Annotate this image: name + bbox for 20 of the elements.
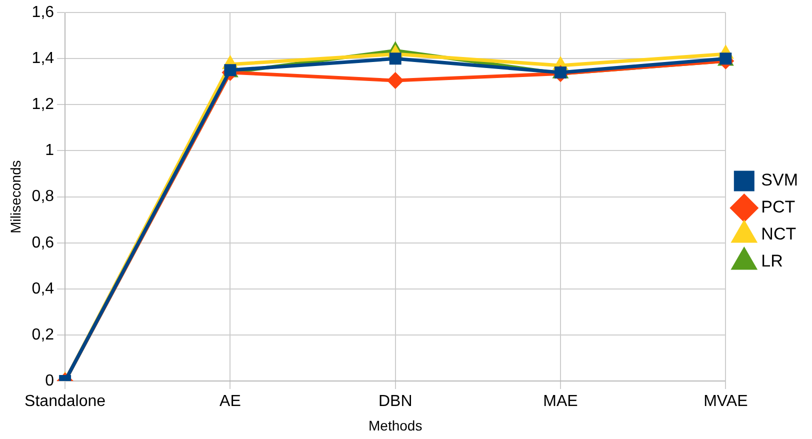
y-tick-label: 1,2 <box>32 96 54 114</box>
legend-label: NCT <box>761 224 796 244</box>
x-tick-label: MAE <box>543 393 578 410</box>
y-tick-label: 0 <box>45 372 54 390</box>
y-tick-label: 0,6 <box>32 234 54 252</box>
y-tick-label: 1 <box>45 142 54 160</box>
legend-label: SVM <box>761 170 798 190</box>
y-tick-label: 1,6 <box>32 4 54 22</box>
x-tick-label: AE <box>220 393 241 410</box>
x-tick-label: DBN <box>378 393 412 410</box>
x-axis-title: Methods <box>368 417 422 434</box>
x-tick-label: MVAE <box>704 393 748 410</box>
x-tick-label: Standalone <box>24 393 106 410</box>
legend-label: PCT <box>761 198 796 217</box>
y-tick-label: 0,2 <box>32 326 54 344</box>
y-tick-label: 1,4 <box>32 50 54 68</box>
legend-label: LR <box>761 252 783 271</box>
y-tick-label: 0,4 <box>32 280 54 298</box>
y-axis-title: Miliseconds <box>7 160 24 234</box>
y-tick-label: 0,8 <box>32 188 54 206</box>
